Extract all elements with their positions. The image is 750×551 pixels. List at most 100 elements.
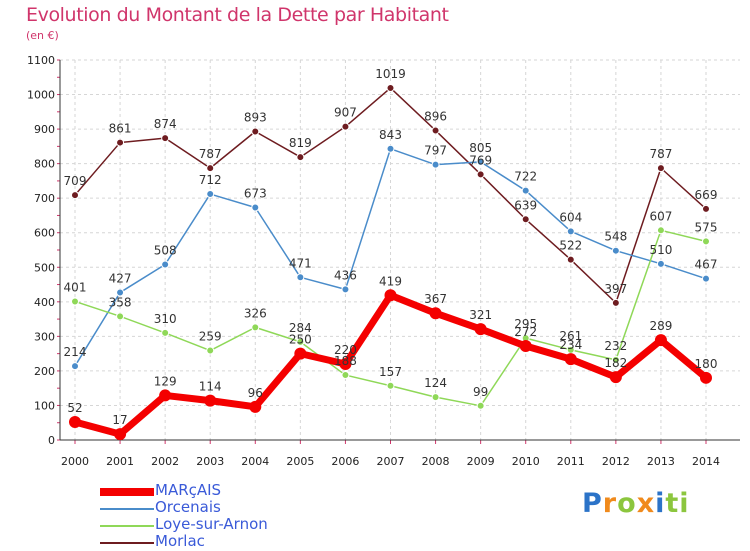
data-point-morlac [702, 204, 710, 213]
data-point-orcenais [476, 157, 485, 166]
data-point-loye-sur-arnon [431, 393, 440, 402]
data-point-loye-sur-arnon [116, 312, 125, 321]
data-point-morlac [611, 298, 620, 307]
x-tick-label: 2000 [61, 455, 89, 468]
data-point-loye-sur-arnon [476, 401, 485, 410]
data-point-mar-ais [609, 371, 622, 384]
data-point-orcenais [702, 274, 710, 283]
data-point-orcenais [296, 273, 305, 282]
unit-label: (en €) [26, 29, 59, 42]
data-label-orcenais: 508 [154, 244, 177, 258]
data-point-orcenais [386, 144, 395, 153]
data-point-morlac [521, 215, 530, 224]
data-label-morlac: 639 [514, 198, 537, 212]
data-point-morlac [206, 164, 215, 173]
data-label-orcenais: 510 [649, 243, 672, 257]
data-point-orcenais [611, 246, 620, 255]
data-label-loye-sur-arnon: 358 [109, 295, 132, 309]
logo-letter: o [617, 488, 637, 519]
data-label-mar-ais: 17 [112, 413, 127, 427]
data-label-loye-sur-arnon: 259 [199, 330, 222, 344]
data-point-loye-sur-arnon [341, 371, 350, 380]
legend-swatch-orcenais [100, 508, 154, 510]
y-tick-label: 700 [34, 192, 55, 205]
data-point-mar-ais [519, 340, 532, 353]
data-point-mar-ais [700, 371, 712, 384]
y-tick-label: 400 [34, 296, 55, 309]
y-tick-label: 200 [34, 365, 55, 378]
data-label-morlac: 819 [289, 136, 312, 150]
data-point-orcenais [161, 260, 170, 269]
data-point-loye-sur-arnon [161, 328, 170, 337]
data-point-mar-ais [249, 400, 262, 413]
data-point-mar-ais [294, 347, 307, 360]
data-label-loye-sur-arnon: 401 [64, 280, 87, 294]
data-label-loye-sur-arnon: 232 [604, 339, 627, 353]
logo-letter: P [582, 488, 603, 519]
data-label-mar-ais: 96 [248, 386, 263, 400]
data-label-mar-ais: 367 [424, 292, 447, 306]
x-tick-label: 2012 [602, 455, 630, 468]
logo-letter: x [636, 488, 656, 519]
data-label-morlac: 397 [604, 282, 627, 296]
x-tick-label: 2011 [557, 455, 585, 468]
data-point-mar-ais [69, 416, 81, 429]
data-label-mar-ais: 289 [649, 319, 672, 333]
x-tick-label: 2013 [647, 455, 675, 468]
x-tick-label: 2005 [286, 455, 314, 468]
data-point-morlac [296, 153, 305, 162]
data-label-mar-ais: 182 [604, 356, 627, 370]
data-label-morlac: 896 [424, 109, 447, 123]
data-label-mar-ais: 52 [67, 401, 82, 415]
y-tick-label: 0 [48, 434, 55, 447]
data-label-morlac: 907 [334, 106, 357, 120]
data-point-loye-sur-arnon [656, 226, 665, 235]
legend-label-loye-sur-arnon: Loye-sur-Arnon [155, 515, 268, 533]
data-label-morlac: 874 [154, 117, 177, 131]
data-point-orcenais [566, 227, 575, 236]
data-point-loye-sur-arnon [386, 381, 395, 390]
data-point-orcenais [656, 259, 665, 268]
data-label-loye-sur-arnon: 575 [695, 220, 718, 234]
legend-swatch-loye-sur-arnon [100, 525, 154, 527]
data-label-mar-ais: 272 [514, 325, 537, 339]
y-tick-label: 900 [34, 123, 55, 136]
data-point-loye-sur-arnon [296, 337, 305, 346]
data-point-morlac [566, 255, 575, 264]
data-label-morlac: 669 [695, 188, 718, 202]
data-point-mar-ais [204, 394, 217, 407]
data-label-mar-ais: 250 [289, 333, 312, 347]
data-label-morlac: 787 [649, 147, 672, 161]
data-point-mar-ais [384, 289, 397, 302]
data-label-mar-ais: 321 [469, 308, 492, 322]
data-point-loye-sur-arnon [611, 355, 620, 364]
data-point-morlac [161, 134, 170, 143]
data-point-orcenais [341, 285, 350, 294]
y-tick-label: 500 [34, 261, 55, 274]
data-point-mar-ais [654, 334, 667, 347]
data-label-mar-ais: 129 [154, 374, 177, 388]
data-point-morlac [476, 170, 485, 179]
data-point-orcenais [71, 362, 79, 371]
data-label-morlac: 861 [109, 122, 132, 136]
y-tick-label: 800 [34, 158, 55, 171]
data-point-mar-ais [564, 353, 577, 366]
y-tick-label: 300 [34, 330, 55, 343]
data-point-orcenais [521, 186, 530, 195]
data-point-mar-ais [159, 389, 172, 402]
data-point-orcenais [251, 203, 260, 212]
data-label-mar-ais: 220 [334, 343, 357, 357]
y-tick-label: 100 [34, 399, 55, 412]
data-label-mar-ais: 419 [379, 274, 402, 288]
data-point-loye-sur-arnon [206, 346, 215, 355]
x-tick-label: 2010 [512, 455, 540, 468]
data-label-morlac: 893 [244, 111, 267, 125]
data-label-loye-sur-arnon: 124 [424, 376, 447, 390]
data-label-morlac: 709 [64, 174, 87, 188]
logo-letter: i [655, 488, 666, 519]
data-label-orcenais: 673 [244, 187, 267, 201]
data-point-morlac [251, 127, 260, 136]
data-label-orcenais: 436 [334, 268, 357, 282]
